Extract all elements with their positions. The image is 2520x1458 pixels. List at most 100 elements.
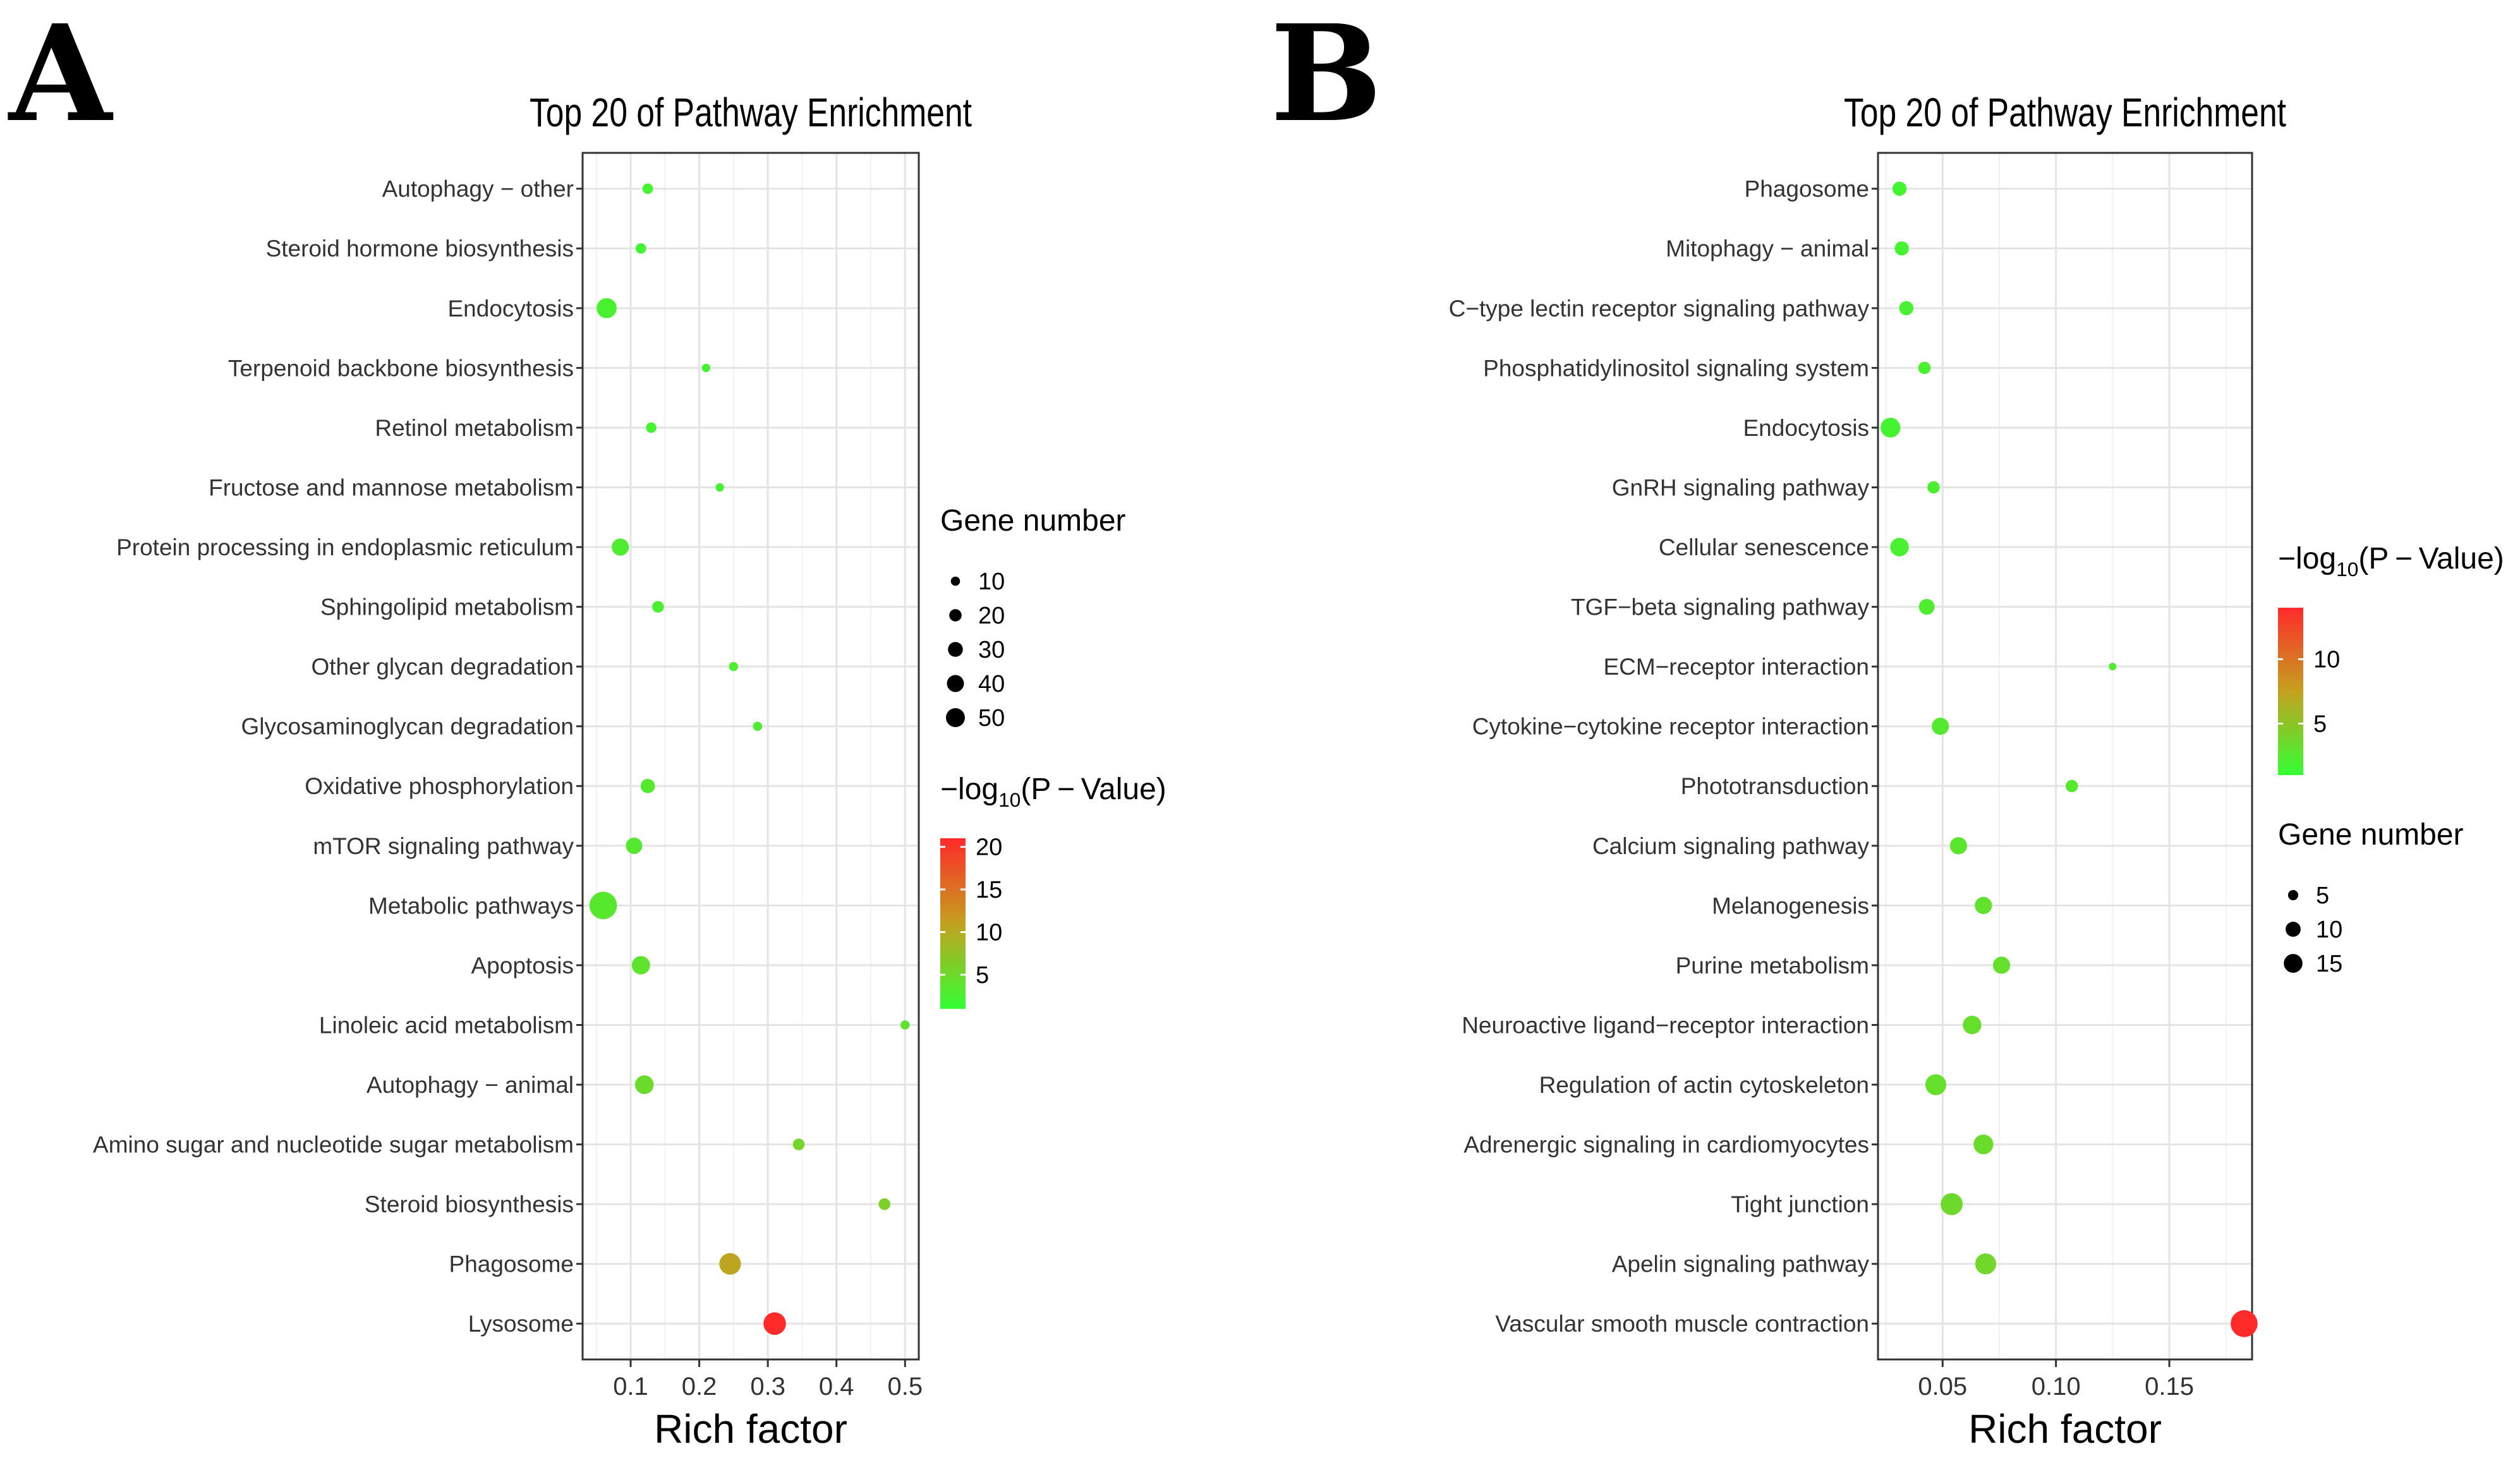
size-legend-dot <box>949 609 962 622</box>
pathway-label: Cytokine−cytokine receptor interaction <box>1472 714 1869 740</box>
panel-letter: B <box>1270 0 1383 152</box>
size-legend-dot <box>948 642 963 657</box>
data-point <box>1881 418 1901 438</box>
data-point <box>646 422 657 433</box>
data-point <box>1927 481 1940 494</box>
data-point <box>631 956 650 975</box>
data-point <box>753 721 763 731</box>
data-point <box>1918 599 1935 615</box>
data-point <box>612 538 629 556</box>
size-legend-label: 30 <box>978 637 1005 663</box>
data-point <box>640 778 655 793</box>
size-legend-label: 5 <box>2316 883 2329 909</box>
pathway-label: Tight junction <box>1731 1191 1869 1217</box>
pathway-label: Sphingolipid metabolism <box>320 594 574 620</box>
size-legend: Gene number 5 10 15 <box>2278 818 2464 977</box>
chart-title: Top 20 of Pathway Enrichment <box>530 90 972 135</box>
pathway-label: Amino sugar and nucleotide sugar metabol… <box>93 1132 574 1158</box>
size-legend-label: 20 <box>978 603 1005 629</box>
x-tick-label: 0.4 <box>819 1373 854 1401</box>
data-point <box>1892 181 1907 196</box>
data-point <box>1925 1074 1947 1095</box>
data-point <box>2231 1310 2258 1337</box>
pathway-label: Steroid hormone biosynthesis <box>266 236 574 262</box>
size-legend-label: 10 <box>2316 917 2342 943</box>
pathway-label: Apelin signaling pathway <box>1612 1251 1870 1277</box>
data-point <box>792 1138 805 1150</box>
pathway-label: Endocytosis <box>448 296 574 322</box>
x-tick-label: 0.15 <box>2145 1373 2194 1401</box>
size-legend-title: Gene number <box>940 504 1126 538</box>
color-legend: −log10(P − Value) 5 10 <box>2278 542 2504 775</box>
size-legend-dot <box>2287 889 2299 901</box>
pathway-label: Metabolic pathways <box>368 893 574 919</box>
plot-area <box>1878 153 2252 1359</box>
pathway-label: Adrenergic signaling in cardiomyocytes <box>1463 1132 1869 1158</box>
size-legend-title: Gene number <box>2278 818 2464 852</box>
color-legend-title-prefix: −log <box>2278 542 2336 575</box>
data-point <box>1899 301 1914 316</box>
pathway-label: Purine metabolism <box>1676 953 1869 979</box>
data-point <box>634 1075 654 1094</box>
pathway-label: ECM−receptor interaction <box>1603 654 1869 680</box>
pathway-label: mTOR signaling pathway <box>313 833 574 859</box>
data-point <box>701 363 711 373</box>
color-bar <box>2278 608 2303 775</box>
x-tick-label: 0.2 <box>682 1373 717 1401</box>
color-bar-label: 5 <box>976 962 989 989</box>
color-legend-title-sub: 10 <box>2336 558 2358 581</box>
pathway-label: Phototransduction <box>1681 773 1869 799</box>
pathway-label: Regulation of actin cytoskeleton <box>1539 1072 1869 1098</box>
data-point <box>2109 663 2117 671</box>
pathway-label: Fructose and mannose metabolism <box>209 474 574 500</box>
pathway-label: Phagosome <box>449 1251 574 1277</box>
pathway-label: GnRH signaling pathway <box>1612 474 1870 500</box>
color-legend-title-sub: 10 <box>998 788 1021 811</box>
pathway-label: Cellular senescence <box>1659 534 1869 560</box>
size-legend-dot <box>945 708 966 728</box>
color-legend-title-suffix: (P − Value) <box>1021 773 1166 806</box>
size-legend-label: 10 <box>978 569 1005 595</box>
panel-letter: A <box>8 0 114 152</box>
data-point <box>589 891 617 920</box>
pathway-label: Steroid biosynthesis <box>365 1191 574 1217</box>
color-legend-title-prefix: −log <box>940 773 998 806</box>
data-point <box>635 243 646 254</box>
pathway-label: Apoptosis <box>471 953 574 979</box>
pathway-label: Endocytosis <box>1743 415 1870 441</box>
color-legend-title: −log10(P − Value) <box>2278 542 2504 581</box>
x-axis-title: Rich factor <box>1968 1406 2162 1452</box>
data-point <box>878 1198 890 1210</box>
x-axis-title: Rich factor <box>654 1406 847 1452</box>
data-point <box>1941 1193 1963 1215</box>
data-point <box>719 1253 741 1275</box>
pathway-label: Neuroactive ligand−receptor interaction <box>1462 1012 1869 1038</box>
pathway-label: C−type lectin receptor signaling pathway <box>1449 296 1870 322</box>
data-point <box>1963 1015 1982 1035</box>
pathway-label: Terpenoid backbone biosynthesis <box>228 355 574 381</box>
pathway-label: Other glycan degradation <box>312 654 574 680</box>
plot-border <box>581 152 920 1361</box>
color-bar-label: 10 <box>976 920 1002 946</box>
color-bar-label: 10 <box>2313 647 2340 673</box>
x-tick-label: 0.3 <box>750 1373 785 1401</box>
data-point <box>1918 361 1931 375</box>
pathway-label: Linoleic acid metabolism <box>319 1012 574 1038</box>
pathway-label: Oxidative phosphorylation <box>305 773 574 799</box>
x-tick-label: 0.5 <box>887 1373 923 1401</box>
data-point <box>652 601 664 613</box>
data-point <box>2065 780 2078 793</box>
size-legend-dot <box>947 675 964 692</box>
data-point <box>729 661 739 672</box>
pathway-label: Glycosaminoglycan degradation <box>241 714 574 740</box>
data-point <box>1932 718 1949 735</box>
data-point <box>1894 241 1909 256</box>
data-point <box>626 837 643 854</box>
chart-panel-b: B Top 20 of Pathway Enrichment Phagosome Mi… <box>1270 0 2504 1452</box>
x-tick-label: 0.05 <box>1918 1373 1967 1401</box>
color-bar-label: 5 <box>2313 711 2327 737</box>
pathway-label: Protein processing in endoplasmic reticu… <box>116 534 574 560</box>
data-point <box>1973 1134 1994 1155</box>
